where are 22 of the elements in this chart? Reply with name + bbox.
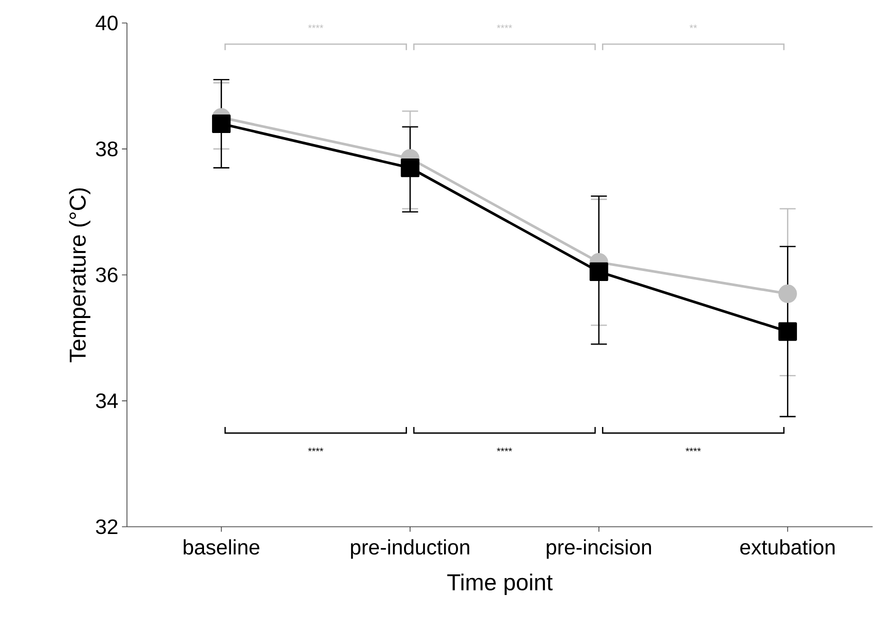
- x-tick-label: extubation: [740, 539, 835, 555]
- y-tick-label: 38: [96, 142, 118, 156]
- annotation: ****: [308, 24, 324, 28]
- annotation: ****: [686, 448, 701, 452]
- x-tick-label: baseline: [184, 539, 260, 555]
- point: [400, 158, 420, 178]
- annotation: ****: [496, 448, 512, 452]
- y-tick-label: 32: [96, 519, 118, 534]
- y-axis-title: Temperature (°C): [68, 188, 90, 362]
- x-axis-title: Time point: [447, 574, 553, 596]
- y-tick-label: 36: [96, 268, 118, 282]
- annotation: ****: [496, 24, 512, 28]
- y-tick-label: 34: [96, 394, 118, 408]
- point: [212, 114, 231, 134]
- y-tick-label: 40: [96, 16, 118, 31]
- annotation: ****: [308, 448, 324, 452]
- point: [778, 322, 797, 341]
- x-tick-label: pre-incision: [546, 539, 651, 559]
- point: [590, 262, 608, 282]
- annotation: **: [690, 24, 697, 28]
- x-tick-label: pre-induction: [351, 539, 470, 559]
- point: [778, 284, 797, 304]
